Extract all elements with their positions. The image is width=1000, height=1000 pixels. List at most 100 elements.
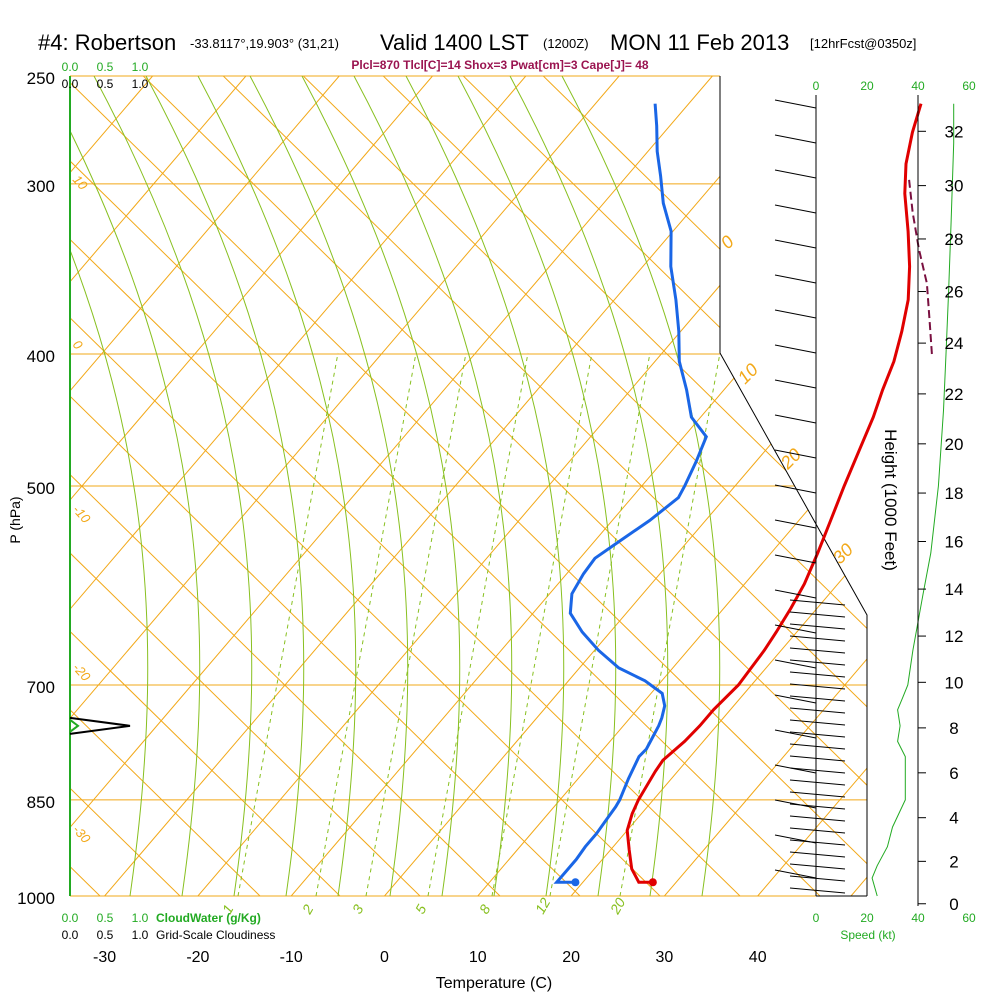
mixing-ratio-label: 8: [476, 902, 494, 917]
cloudiness-axis-label: Grid-Scale Cloudiness: [156, 928, 275, 942]
dry-adiabat-line: [70, 76, 741, 896]
plot-frame: [719, 76, 868, 896]
pressure-tick-label: 500: [27, 479, 55, 498]
cloudiness-bottom-tick: 0.5: [97, 928, 114, 942]
moist-adiabat-line: [70, 76, 149, 896]
isotherm-label: 10: [70, 172, 91, 193]
speed-bottom-tick: 0: [813, 911, 820, 925]
parcel-line: [908, 179, 933, 355]
cloudwater-top-tick: 0.5: [97, 60, 114, 74]
pressure-tick-label: 850: [27, 793, 55, 812]
wind-barb-dense: [789, 635, 846, 642]
height-tick-label: 28: [945, 230, 964, 249]
height-tick-label: 8: [949, 719, 958, 738]
wind-barb-dense: [789, 623, 846, 630]
wind-barb-dense: [789, 707, 846, 714]
mixing-ratio-label: 2: [298, 902, 316, 918]
chart-title: #4: Robertson -33.8117°,19.903° (31,21) …: [0, 30, 1000, 60]
pressure-tick-label: 300: [27, 177, 55, 196]
moist-adiabat-line: [405, 76, 565, 896]
wind-barb-dense: [789, 743, 846, 750]
wind-barb: [774, 309, 817, 319]
isotherm-label: -20: [70, 660, 94, 685]
moist-adiabat-line: [197, 76, 357, 896]
wind-barb: [774, 414, 817, 424]
wind-barb-dense: [789, 803, 846, 810]
pressure-axis-label: P (hPa): [7, 496, 23, 543]
dewpoint-line: [553, 103, 709, 884]
dry-adiabat-line: [70, 76, 261, 896]
wind-barb: [774, 624, 817, 634]
cloudiness-top-tick: 0.5: [97, 77, 114, 91]
height-tick-label: 30: [945, 177, 964, 196]
isotherm-line: [70, 76, 340, 896]
valid-date: MON 11 Feb 2013: [610, 30, 790, 55]
cloudwater-top-tick: 0.0: [62, 60, 79, 74]
wind-barb-dense: [789, 611, 846, 618]
wind-barb: [774, 99, 817, 109]
wind-barb: [774, 589, 817, 599]
wind-speed-line: [871, 103, 955, 897]
dry-adiabat-line: [70, 76, 661, 896]
pressure-tick-label: 1000: [17, 889, 55, 908]
mixing-ratio-label: 12: [532, 895, 554, 917]
dry-adiabat-line: [70, 76, 581, 896]
moist-adiabat-line: [561, 76, 721, 896]
wind-barb: [774, 729, 817, 739]
dry-adiabat-line: [199, 76, 867, 896]
wind-barb-dense: [789, 695, 846, 702]
cloudwater-marker: [69, 719, 80, 733]
station-name: #4: Robertson: [38, 30, 177, 55]
moist-adiabat-line: [93, 76, 253, 896]
speed-bottom-tick: 40: [911, 911, 925, 925]
mixing-ratio-label: 3: [349, 902, 367, 917]
wind-barb-dense: [789, 815, 846, 822]
isotherm-line: [70, 76, 713, 896]
height-tick-label: 24: [945, 334, 964, 353]
isotherm-line: [104, 76, 807, 896]
height-tick-label: 10: [945, 673, 964, 692]
height-tick-label: 0: [949, 895, 958, 914]
wind-barb-dense: [789, 683, 846, 690]
dry-adiabat-line: [70, 76, 867, 896]
temperature-tick-label: 40: [749, 949, 767, 966]
isotherm-label: 0: [70, 337, 87, 353]
temperature-line: [625, 103, 923, 884]
temperature-tick-label: -20: [186, 949, 209, 966]
temperature-axis-label: Temperature (C): [436, 975, 552, 992]
wind-barb: [774, 869, 817, 879]
sounding-parameters: Plcl=870 Tlcl[C]=14 Shox=3 Pwat[cm]=3 Ca…: [351, 58, 649, 72]
wind-barb-dense: [789, 647, 846, 654]
moist-adiabat-line: [353, 76, 513, 896]
pressure-tick-label: 400: [27, 347, 55, 366]
height-tick-label: 6: [949, 764, 958, 783]
speed-bottom-tick: 20: [860, 911, 874, 925]
wind-barb-dense: [789, 755, 846, 762]
dry-adiabat-line: [70, 76, 867, 896]
pressure-tick-label: 250: [27, 69, 55, 88]
speed-top-tick: 40: [911, 79, 925, 93]
forecast-info: [12hrFcst@0350z]: [810, 36, 917, 51]
wind-barb-dense: [789, 863, 846, 870]
wind-barb: [774, 554, 817, 564]
isotherm-label: -10: [70, 502, 94, 527]
wind-barb-dense: [789, 659, 846, 666]
isotherm-label: -30: [70, 822, 94, 847]
cloudiness-marker: [69, 716, 131, 735]
isotherm-line: [70, 76, 527, 896]
height-tick-label: 32: [945, 122, 964, 141]
isotherm-line: [70, 76, 247, 896]
height-tick-label: 20: [945, 435, 964, 454]
wind-barb-dense: [789, 779, 846, 786]
wind-barb-dense: [789, 731, 846, 738]
station-coords: -33.8117°,19.903° (31,21): [190, 36, 339, 51]
height-tick-label: 2: [949, 852, 958, 871]
moist-adiabat-line: [145, 76, 305, 896]
isotherm-line: [384, 76, 867, 896]
height-tick-label: 14: [945, 580, 964, 599]
moist-adiabat-line: [509, 76, 669, 896]
dry-adiabat-line: [70, 76, 101, 896]
dry-adiabat-line: [70, 76, 821, 896]
wind-barb-dense: [789, 851, 846, 858]
